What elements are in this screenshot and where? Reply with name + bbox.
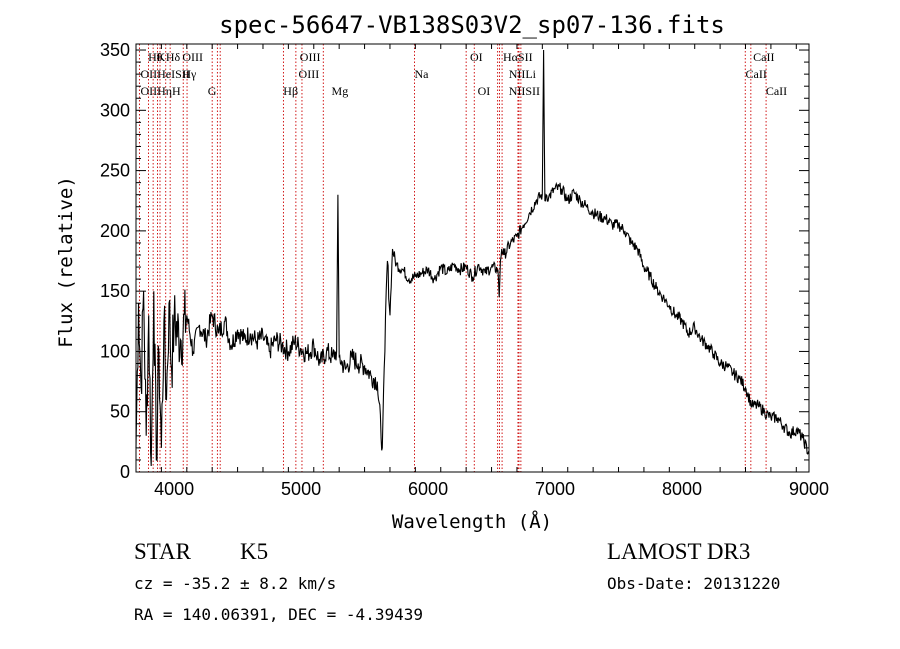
line-label-r2-4: NIILi	[509, 67, 537, 81]
coordinates-text: RA = 140.06391, DEC = -4.39439	[134, 605, 423, 624]
x-tick-label: 5000	[281, 479, 321, 499]
observation-date: Obs-Date: 20131220	[607, 574, 780, 593]
line-label-r2-2: OIII	[299, 67, 320, 81]
x-tick-label: 8000	[662, 479, 702, 499]
plot-frame	[135, 43, 810, 473]
y-axis: 0 50 100 150 200 250 300 350	[100, 40, 809, 482]
x-tick-label: 6000	[408, 479, 448, 499]
emission-absorption-lines	[138, 44, 767, 472]
line-label-r2-1: Hγ	[182, 67, 197, 81]
line-label-r1-1: K	[157, 50, 166, 64]
line-label-r3-6: CaII	[766, 84, 787, 98]
redshift-text: cz = -35.2 ± 8.2 km/s	[134, 574, 336, 593]
line-label-r1-0: Hθ	[148, 50, 163, 64]
line-label-r3-0: OIIHηH	[140, 84, 181, 98]
y-tick-label: 300	[100, 100, 130, 120]
line-label-r1-7: CaII	[753, 50, 774, 64]
y-tick-label: 250	[100, 161, 130, 181]
y-tick-label: 50	[110, 402, 130, 422]
object-subclass: K5	[240, 539, 268, 564]
line-label-r1-6: HαSII	[503, 50, 533, 64]
line-label-r2-0: OIIHeISII	[140, 67, 189, 81]
line-label-r1-4: OIII	[300, 50, 321, 64]
x-axis: 4000 5000 6000 7000 8000 9000	[135, 44, 829, 499]
line-label-r1-3: OIII	[182, 50, 203, 64]
spectrum-line	[135, 49, 810, 467]
line-label-r3-4: OI	[478, 84, 491, 98]
y-axis-label: Flux (relative)	[55, 176, 77, 348]
line-label-r2-5: CaII	[746, 67, 767, 81]
survey-name: LAMOST DR3	[607, 539, 750, 564]
x-tick-label: 4000	[154, 479, 194, 499]
x-tick-label: 9000	[789, 479, 829, 499]
line-label-r3-1: G	[208, 84, 217, 98]
chart-title: spec-56647-VB138S03V2_sp07-136.fits	[219, 11, 725, 39]
line-label-r3-5: NIISII	[509, 84, 540, 98]
info-panel: STAR K5 cz = -35.2 ± 8.2 km/s RA = 140.0…	[134, 539, 780, 624]
line-label-r1-5: OI	[470, 50, 483, 64]
line-label-r2-3: Na	[414, 67, 429, 81]
line-label-r1-2: Hδ	[166, 50, 181, 64]
object-class: STAR	[134, 539, 192, 564]
y-tick-label: 150	[100, 281, 130, 301]
x-axis-label: Wavelength (Å)	[392, 510, 552, 533]
x-tick-label: 7000	[535, 479, 575, 499]
y-tick-label: 200	[100, 221, 130, 241]
y-tick-label: 0	[120, 462, 130, 482]
y-tick-label: 350	[100, 40, 130, 60]
line-label-r3-3: Mg	[332, 84, 349, 98]
y-tick-label: 100	[100, 341, 130, 361]
line-label-r3-2: Hβ	[283, 84, 298, 98]
